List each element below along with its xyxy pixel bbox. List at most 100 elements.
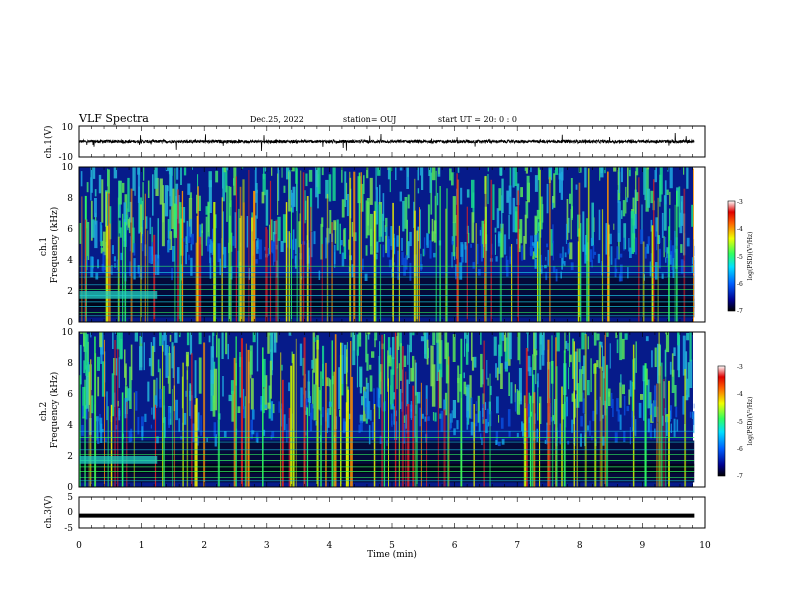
spectrogram-sferic bbox=[676, 190, 678, 322]
spectrogram-cell bbox=[521, 421, 523, 432]
spectrogram-cell bbox=[606, 332, 609, 337]
spectrogram-cell bbox=[81, 424, 84, 436]
spectrogram-sferic bbox=[147, 230, 149, 322]
spectrogram-cell bbox=[213, 368, 218, 411]
spectrogram-cell bbox=[312, 370, 314, 409]
spectrogram-cell bbox=[500, 363, 503, 389]
spectrogram-cell bbox=[498, 233, 501, 243]
spectrogram-cell bbox=[666, 247, 670, 258]
spectrogram-cell bbox=[92, 167, 96, 179]
spectrogram-sferic bbox=[239, 218, 241, 322]
spectrogram-cell bbox=[514, 206, 518, 233]
spectrogram-cell bbox=[199, 224, 202, 245]
spectrogram-cell bbox=[396, 336, 399, 369]
spectrogram-cell bbox=[485, 418, 488, 434]
spectrogram-cell bbox=[430, 345, 434, 387]
spectrogram-cell bbox=[641, 204, 643, 242]
spectrogram-cell bbox=[186, 220, 189, 252]
spectrogram-cell bbox=[113, 167, 118, 179]
spectrogram-cell bbox=[598, 209, 601, 241]
spectrogram-cell bbox=[326, 412, 328, 433]
spectrogram-cell bbox=[642, 365, 646, 382]
spectrogram-cell bbox=[658, 248, 661, 269]
spectrogram-cell bbox=[629, 380, 632, 397]
spectrogram-cell bbox=[267, 332, 270, 354]
spectrogram-cell bbox=[667, 167, 669, 172]
spectrogram-cell bbox=[410, 401, 413, 412]
spectrogram-cell bbox=[460, 187, 463, 205]
spectrogram-cell bbox=[391, 403, 394, 408]
spectrogram-cell bbox=[494, 227, 497, 233]
spectrogram-cell bbox=[344, 344, 347, 374]
spectrogram-sferic bbox=[292, 353, 295, 487]
spectrogram-cell bbox=[185, 236, 187, 245]
spectrogram-cell bbox=[390, 369, 394, 410]
spectrogram-cell bbox=[227, 343, 229, 360]
ch2-ylabel-channel: ch.2 bbox=[39, 402, 49, 421]
spectrogram-cell bbox=[643, 167, 645, 195]
spectrogram-cell bbox=[689, 359, 693, 388]
spectrogram-cell bbox=[464, 245, 468, 263]
spectrogram-cell bbox=[565, 223, 568, 244]
spectrogram-cell bbox=[666, 189, 669, 195]
spectrogram-cell bbox=[464, 332, 467, 339]
spectrogram-cell bbox=[365, 200, 368, 239]
spectrogram-sferic bbox=[499, 233, 502, 322]
spectrogram-cell bbox=[583, 398, 585, 414]
spectrogram-cell bbox=[191, 167, 193, 170]
spectrogram-sferic bbox=[537, 241, 539, 322]
ch1-cb-tick-neg3: -3 bbox=[737, 199, 743, 206]
spectrogram-cell bbox=[100, 428, 104, 433]
spectrogram-cell bbox=[649, 392, 652, 408]
spectrogram-cell bbox=[304, 398, 308, 407]
spectrogram-sferic bbox=[106, 225, 109, 322]
spectrogram-cell bbox=[629, 427, 631, 445]
spectrogram-cell bbox=[461, 249, 463, 265]
spectrogram-cell bbox=[382, 244, 385, 258]
spectrogram-cell bbox=[618, 167, 621, 193]
spectrogram-cell bbox=[252, 332, 256, 343]
spectrogram-cell bbox=[315, 358, 318, 385]
spectrogram-cell bbox=[507, 409, 511, 427]
spectrogram-cell bbox=[116, 259, 119, 270]
spectrogram-cell bbox=[475, 413, 478, 427]
spectrogram-cell bbox=[613, 223, 615, 230]
spectrogram-cell bbox=[659, 167, 663, 195]
xtick-1: 1 bbox=[139, 541, 145, 551]
spectrogram-sferic bbox=[253, 190, 256, 322]
spectrogram-cell bbox=[344, 171, 347, 207]
spectrogram-cell bbox=[495, 256, 498, 262]
spectrogram-cell bbox=[680, 244, 683, 253]
spectrogram-cell bbox=[570, 178, 573, 221]
spectrogram-cell bbox=[290, 189, 292, 206]
spectrogram-cell bbox=[546, 425, 549, 445]
spectrogram-cell bbox=[119, 227, 122, 238]
spectrogram-cell bbox=[596, 360, 599, 368]
spectrogram-cell bbox=[333, 245, 336, 265]
spectrogram-cell bbox=[264, 246, 267, 251]
spectrogram-cell bbox=[669, 191, 671, 205]
spectrogram-cell bbox=[351, 222, 354, 237]
spectrogram-cell bbox=[222, 376, 224, 397]
spectrogram-cell bbox=[534, 175, 538, 192]
spectrogram-cell bbox=[669, 410, 671, 422]
spectrogram-cell bbox=[208, 180, 212, 213]
spectrogram-cell bbox=[168, 230, 170, 243]
spectrogram-sferic bbox=[684, 369, 687, 487]
spectrogram-cell bbox=[420, 253, 422, 265]
spectrogram-cell bbox=[405, 255, 408, 270]
spectrogram-cell bbox=[131, 227, 135, 253]
spectrogram-cell bbox=[268, 248, 270, 256]
spectrogram-dark-band bbox=[79, 298, 695, 309]
figure-title: VLF Spectra bbox=[78, 112, 149, 125]
ch2-cb-tick-neg5: -5 bbox=[737, 419, 743, 426]
spectrogram-cell bbox=[286, 423, 288, 443]
spectrogram-cell bbox=[574, 398, 576, 418]
spectrogram-cell bbox=[272, 332, 274, 334]
spectrogram-cell bbox=[612, 398, 614, 417]
spectrogram-cell bbox=[155, 254, 158, 262]
spectrogram-cell bbox=[378, 406, 380, 419]
spectrogram-cell bbox=[466, 422, 469, 430]
spectrogram-cell bbox=[209, 257, 212, 279]
spectrogram-cell bbox=[313, 384, 317, 421]
